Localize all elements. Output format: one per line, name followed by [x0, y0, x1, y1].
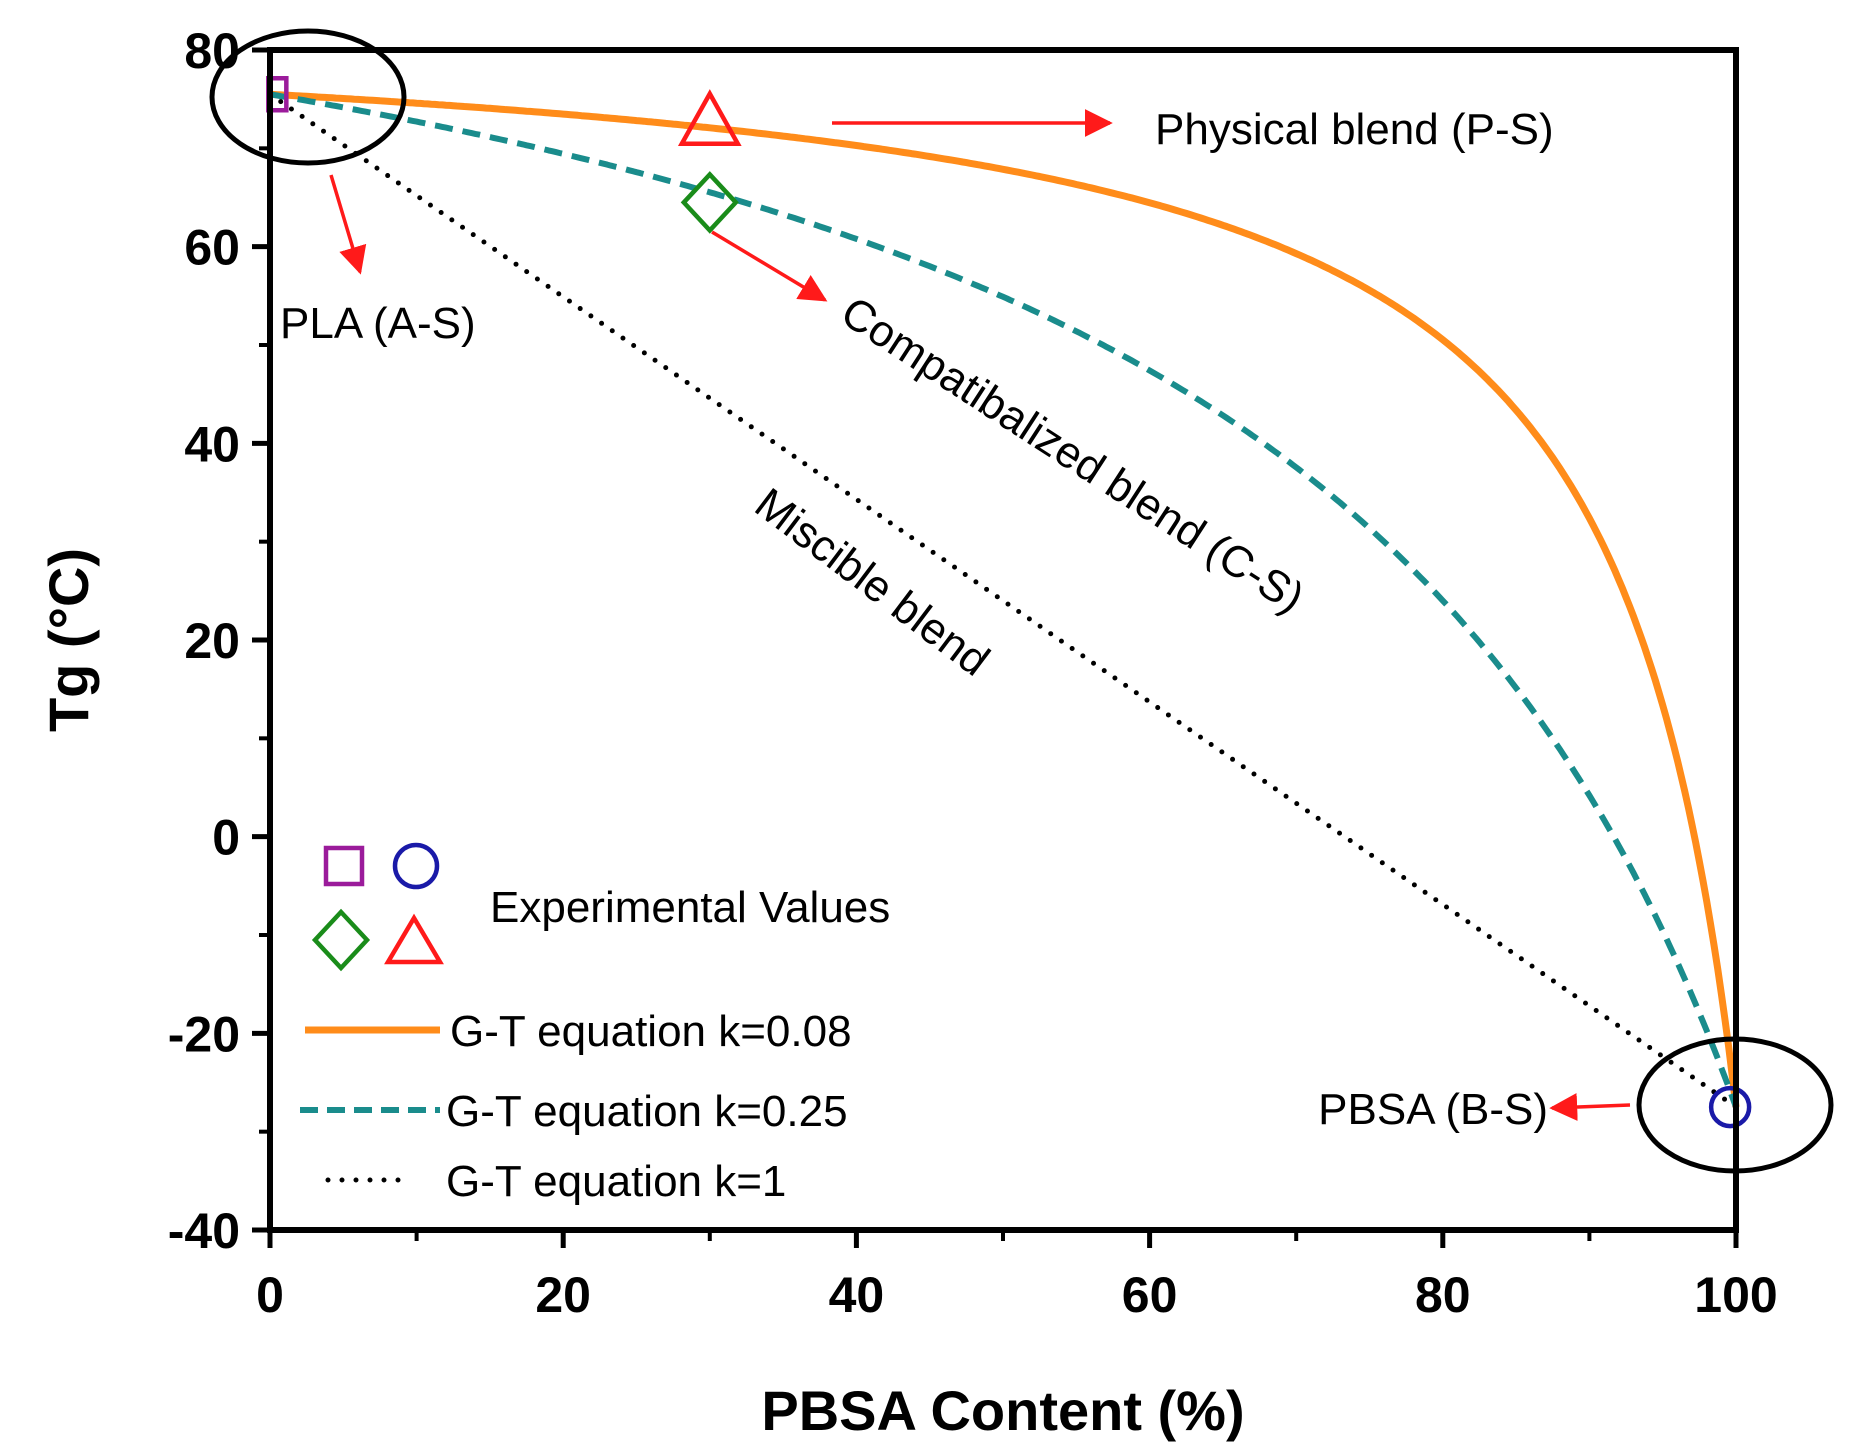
pbsa-arrow [1549, 1093, 1631, 1122]
pla-arrow [329, 174, 367, 275]
series-line-2 [267, 91, 1739, 1110]
compat-blend-arrow [711, 230, 828, 302]
series-layer [267, 90, 1740, 1110]
marker-diamond [680, 171, 739, 234]
y-tick-label: 40 [184, 416, 240, 472]
pbsa-label: PBSA (B-S) [1318, 1085, 1548, 1134]
y-tick-label: -20 [168, 1006, 240, 1062]
y-tick-label: 60 [184, 220, 240, 276]
legend-triangle-marker [384, 913, 444, 965]
y-tick-label: 80 [184, 23, 240, 79]
tick-labels: 0 20 40 60 80 100 -40 -20 0 20 40 60 80 [168, 23, 1778, 1323]
marker-circle [1708, 1085, 1752, 1129]
x-tick-label: 80 [1415, 1267, 1471, 1323]
x-axis-title: PBSA Content (%) [761, 1379, 1244, 1442]
x-tick-label: 0 [256, 1267, 284, 1323]
legend-label-k008: G-T equation k=0.08 [450, 1007, 852, 1056]
x-tick-label: 40 [829, 1267, 885, 1323]
legend-square-marker [323, 845, 365, 887]
legend-label-k1: G-T equation k=1 [446, 1157, 786, 1206]
y-tick-label: 20 [184, 613, 240, 669]
plot-frame [267, 47, 1739, 1233]
x-tick-label: 100 [1694, 1267, 1777, 1323]
series-line-0 [269, 90, 1740, 1108]
x-tick-label: 60 [1122, 1267, 1178, 1323]
pla-label: PLA (A-S) [280, 299, 476, 348]
legend-label-k025: G-T equation k=0.25 [446, 1087, 848, 1136]
legend: Experimental Values G-T equation k=0.08 … [300, 842, 890, 1206]
legend-experimental-label: Experimental Values [490, 883, 890, 932]
y-tick-label: -40 [168, 1203, 240, 1259]
series-line-1 [269, 91, 1739, 1109]
y-tick-label: 0 [212, 810, 240, 866]
pla-highlight-ellipse [209, 28, 407, 166]
miscible-blend-label: Miscible blend [746, 479, 998, 686]
physical-blend-label: Physical blend (P-S) [1155, 105, 1554, 154]
legend-circle-marker [392, 842, 440, 890]
y-axis-title: Tg (°C) [37, 548, 100, 732]
compat-blend-label: Compatibalized blend (C-S) [833, 287, 1313, 622]
legend-diamond-marker [311, 908, 371, 972]
pbsa-highlight-ellipse [1636, 1036, 1834, 1174]
marker-triangle [677, 89, 742, 146]
x-tick-label: 20 [535, 1267, 591, 1323]
